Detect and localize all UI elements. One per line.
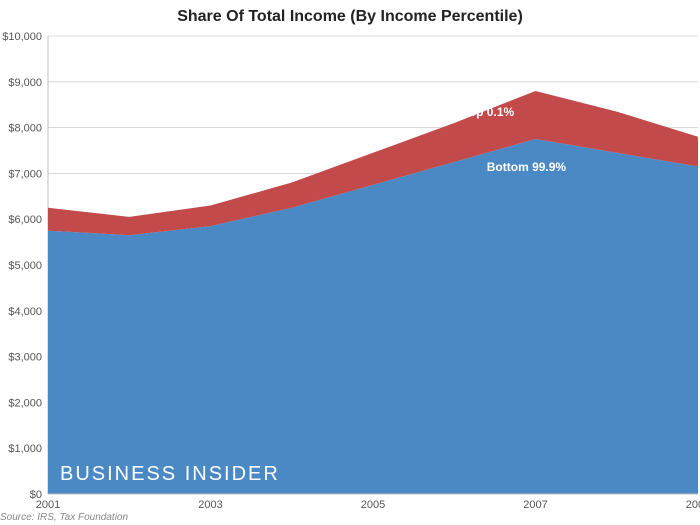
svg-text:$2,000: $2,000 bbox=[8, 397, 42, 409]
svg-text:BUSINESS INSIDER: BUSINESS INSIDER bbox=[60, 463, 280, 485]
svg-text:$7,000: $7,000 bbox=[8, 168, 42, 180]
chart-svg: $0$1,000$2,000$3,000$4,000$5,000$6,000$7… bbox=[0, 0, 700, 525]
svg-text:$4,000: $4,000 bbox=[8, 306, 42, 318]
svg-text:$9,000: $9,000 bbox=[8, 77, 42, 89]
svg-text:$8,000: $8,000 bbox=[8, 123, 42, 135]
svg-text:2003: 2003 bbox=[198, 499, 222, 511]
svg-text:2009: 2009 bbox=[686, 499, 700, 511]
svg-text:2007: 2007 bbox=[523, 499, 547, 511]
svg-text:$3,000: $3,000 bbox=[8, 352, 42, 364]
svg-text:Top 0.1%: Top 0.1% bbox=[462, 105, 514, 119]
svg-text:$6,000: $6,000 bbox=[8, 214, 42, 226]
svg-text:2001: 2001 bbox=[36, 499, 60, 511]
chart-container: Share Of Total Income (By Income Percent… bbox=[0, 0, 700, 525]
svg-text:Bottom 99.9%: Bottom 99.9% bbox=[487, 160, 567, 174]
svg-text:Source: IRS, Tax Foundation: Source: IRS, Tax Foundation bbox=[0, 512, 128, 523]
svg-text:$1,000: $1,000 bbox=[8, 443, 42, 455]
svg-text:$10,000: $10,000 bbox=[2, 31, 42, 43]
svg-text:$5,000: $5,000 bbox=[8, 260, 42, 272]
svg-text:2005: 2005 bbox=[361, 499, 385, 511]
